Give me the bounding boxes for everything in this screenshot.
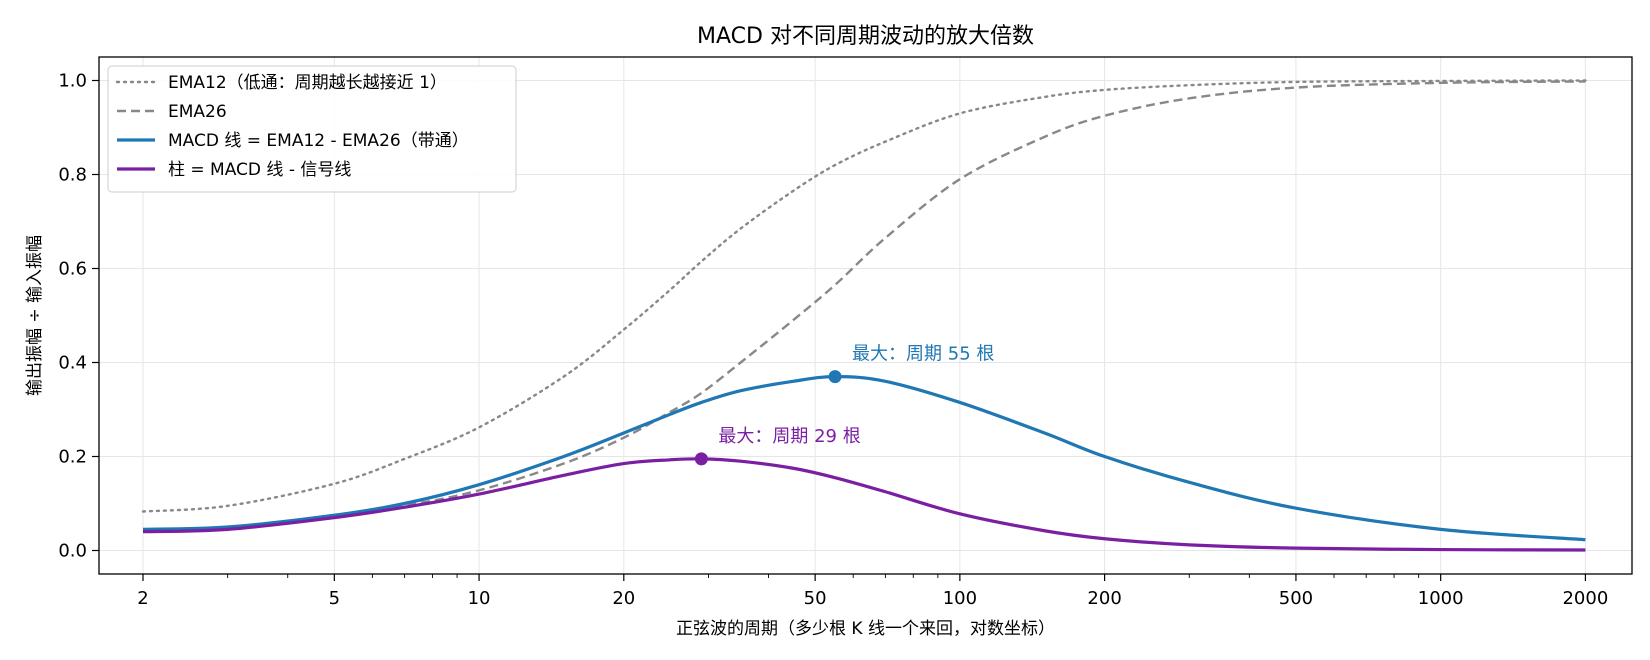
histogram-peak-label: 最大：周期 29 根 <box>718 426 860 447</box>
macd-line <box>142 374 1586 542</box>
x-tick-label: 50 <box>804 588 827 609</box>
x-tick-label: 500 <box>1279 588 1313 609</box>
x-tick-label: 1000 <box>1418 588 1464 609</box>
y-tick-label: 0.6 <box>58 259 87 280</box>
macd-peak-marker <box>828 370 842 384</box>
series-group <box>141 79 1587 552</box>
legend-label: EMA26 <box>168 102 227 122</box>
histogram-peak-marker <box>694 452 708 466</box>
ema26-line <box>142 80 1586 533</box>
legend-box <box>107 65 517 193</box>
histogram-line <box>142 457 1586 552</box>
x-tick-label: 10 <box>468 588 491 609</box>
x-tick-label: 200 <box>1087 588 1121 609</box>
chart-title: MACD 对不同周期波动的放大倍数 <box>697 24 1034 49</box>
x-tick-label: 20 <box>612 588 635 609</box>
y-tick-label: 1.0 <box>58 71 87 92</box>
legend: EMA12（低通：周期越长越接近 1） EMA26 MACD 线 = EMA12 -… <box>107 65 517 193</box>
macd-peak-label: 最大：周期 55 根 <box>852 344 994 365</box>
plot-frame <box>98 56 1633 575</box>
x-tick-label: 100 <box>943 588 977 609</box>
legend-label: MACD 线 = EMA12 - EMA26（带通） <box>168 131 469 151</box>
legend-label: 柱 = MACD 线 - 信号线 <box>168 160 351 180</box>
x-tick-label: 2000 <box>1562 588 1608 609</box>
y-tick-label: 0.4 <box>58 353 87 374</box>
x-tick-label: 5 <box>329 588 340 609</box>
y-axis-label: 输出振幅 ÷ 输入振幅 <box>25 235 45 396</box>
x-tick-label: 2 <box>137 588 148 609</box>
y-tick-label: 0.2 <box>58 447 87 468</box>
legend-label: EMA12（低通：周期越长越接近 1） <box>168 73 447 93</box>
y-tick-label: 0.8 <box>58 165 87 186</box>
peak-markers: 最大：周期 55 根最大：周期 29 根 <box>694 344 994 466</box>
axis-ticks: 2 5 10 20 50 100 200 500 1000 2000 0.0 0.2 0.4 0.6 0.8… <box>58 71 1608 610</box>
ema12-line <box>141 79 1587 513</box>
y-tick-label: 0.0 <box>58 541 87 562</box>
x-axis-label: 正弦波的周期（多少根 K 线一个来回，对数坐标） <box>676 619 1055 639</box>
